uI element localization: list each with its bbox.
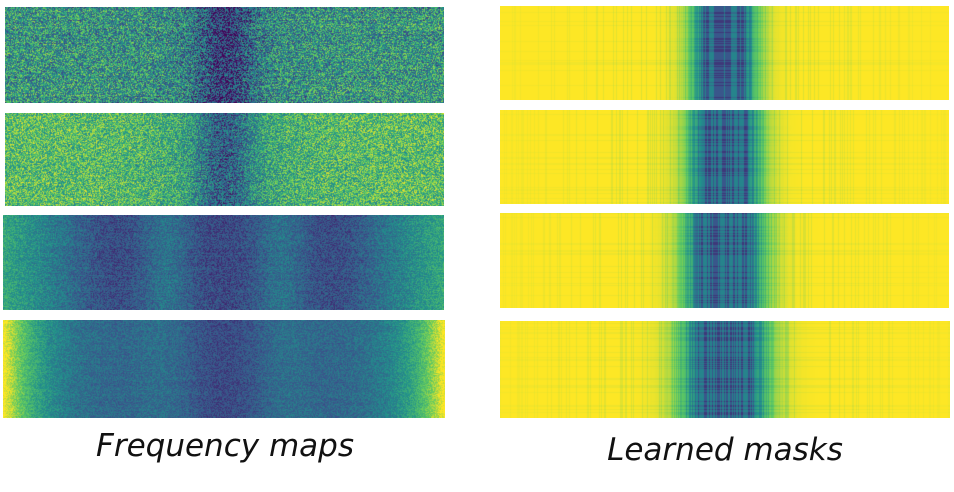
frequency-map-4 [3, 320, 445, 418]
frequency-map-3 [3, 215, 444, 310]
frequency-map-1 [5, 7, 444, 103]
learned-mask-3 [500, 213, 949, 308]
frequency-maps-caption: Frequency maps [96, 428, 354, 464]
learned-masks-caption: Learned masks [607, 432, 843, 468]
learned-mask-1 [500, 6, 949, 100]
learned-mask-4 [500, 321, 950, 418]
learned-mask-2 [500, 110, 949, 204]
frequency-map-2 [5, 113, 444, 206]
